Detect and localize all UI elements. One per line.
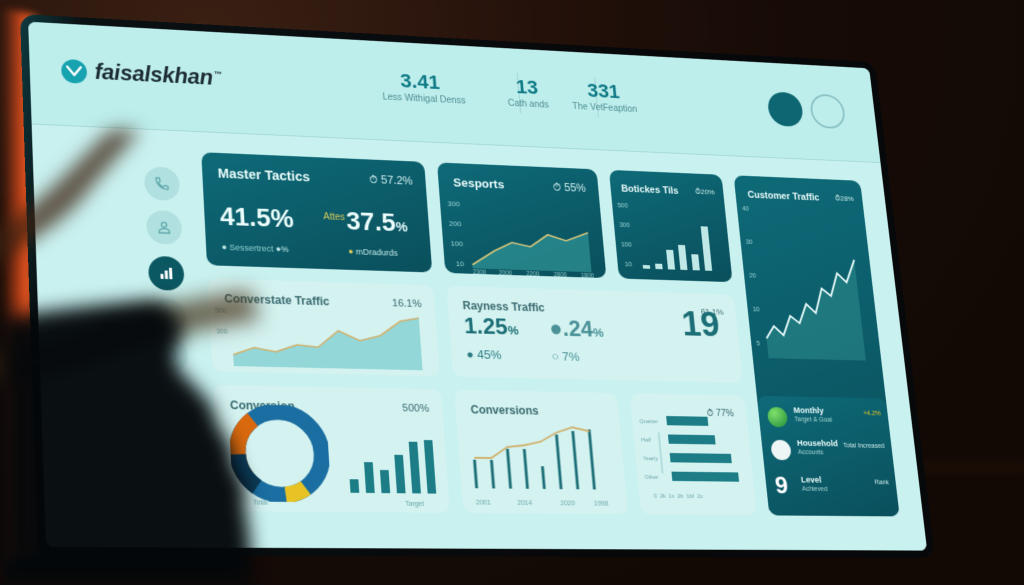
svg-text:Yearly: Yearly [643,456,659,462]
svg-text:10: 10 [455,259,464,268]
svg-text:1800: 1800 [581,273,595,279]
svg-text:2000: 2000 [499,270,513,277]
svg-text:Other: Other [644,475,658,481]
svg-text:5: 5 [756,341,760,348]
svg-text:10: 10 [753,307,761,314]
svg-text:300: 300 [619,222,630,229]
svg-text:2300: 2300 [473,269,487,276]
svg-text:500: 500 [617,203,628,210]
svg-text:2800: 2800 [554,272,568,278]
svg-text:30: 30 [746,239,754,246]
svg-text:20: 20 [749,273,757,280]
svg-text:40: 40 [742,206,750,213]
svg-text:100: 100 [621,242,632,249]
svg-text:100: 100 [450,239,463,248]
svg-text:Half: Half [641,438,652,444]
svg-text:2200: 2200 [526,271,540,278]
svg-text:300: 300 [447,199,460,208]
svg-text:Quarter: Quarter [639,419,658,425]
svg-text:200: 200 [449,219,462,228]
svg-text:10: 10 [625,261,633,268]
